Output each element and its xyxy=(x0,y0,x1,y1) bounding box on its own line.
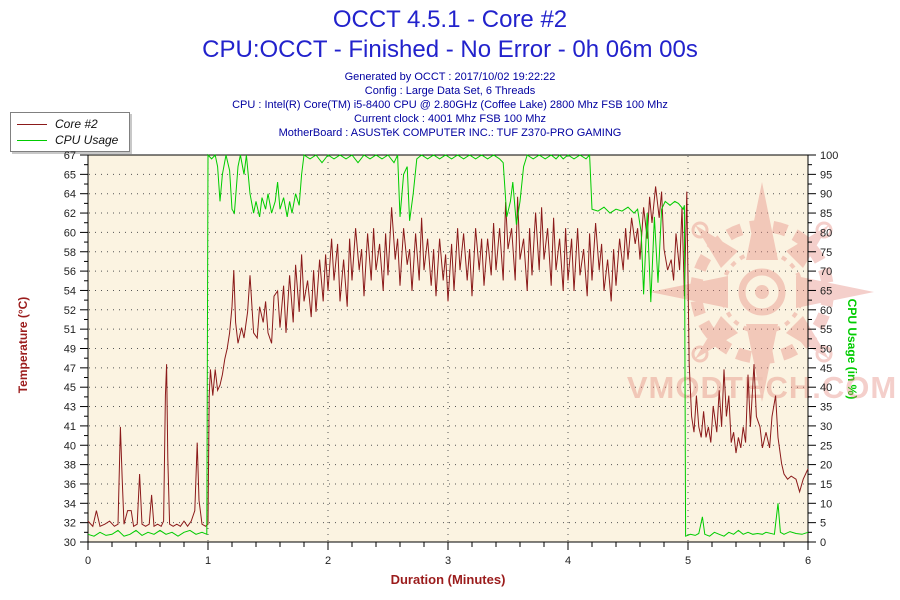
series-line-cpu-usage xyxy=(87,153,809,537)
right-tick-label: 10 xyxy=(820,498,832,510)
left-tick-label: 38 xyxy=(64,460,76,472)
left-tick-label: 45 xyxy=(64,382,76,394)
left-tick-label: 65 xyxy=(64,169,76,181)
info-generated-by: Generated by OCCT : 2017/10/02 19:22:22 xyxy=(344,71,556,83)
test-status-title: CPU:OCCT - Finished - No Error - 0h 06m … xyxy=(202,36,698,63)
x-tick-label: 3 xyxy=(445,555,451,567)
right-tick-label: 5 xyxy=(820,518,826,530)
info-config: Config : Large Data Set, 6 Threads xyxy=(364,85,536,97)
right-tick-label: 95 xyxy=(820,169,832,181)
core2-line-swatch xyxy=(17,123,47,125)
right-tick-label: 60 xyxy=(820,305,832,317)
x-tick-label: 4 xyxy=(565,555,571,567)
watermark: VMODTECH.COM xyxy=(627,182,897,405)
info-current-clock: Current clock : 4001 Mhz FSB 100 Mhz xyxy=(354,113,546,125)
right-tick-label: 45 xyxy=(820,363,832,375)
right-tick-label: 20 xyxy=(820,460,832,472)
right-tick-label: 90 xyxy=(820,189,832,201)
info-motherboard: MotherBoard : ASUSTeK COMPUTER INC.: TUF… xyxy=(278,127,622,139)
right-tick-label: 80 xyxy=(820,227,832,239)
left-tick-label: 43 xyxy=(64,402,76,414)
right-tick-label: 50 xyxy=(820,344,832,356)
right-tick-label: 40 xyxy=(820,382,832,394)
right-tick-label: 0 xyxy=(820,537,826,549)
left-tick-label: 58 xyxy=(64,247,76,259)
legend-item-cpu-usage: CPU Usage xyxy=(11,132,129,148)
right-tick-label: 15 xyxy=(820,479,832,491)
right-tick-label: 30 xyxy=(820,421,832,433)
left-tick-label: 51 xyxy=(64,324,76,336)
cpu-usage-line-swatch xyxy=(17,139,47,141)
system-info-block: Generated by OCCT : 2017/10/02 19:22:22 … xyxy=(0,70,900,140)
x-tick-label: 6 xyxy=(805,555,811,567)
right-tick-label: 55 xyxy=(820,324,832,336)
right-tick-label: 85 xyxy=(820,208,832,220)
left-tick-label: 56 xyxy=(64,266,76,278)
left-tick-label: 36 xyxy=(64,479,76,491)
left-tick-label: 60 xyxy=(64,227,76,239)
left-tick-label: 47 xyxy=(64,363,76,375)
watermark-sun-logo xyxy=(650,182,874,402)
right-tick-label: 25 xyxy=(820,440,832,452)
series-line-core-2 xyxy=(87,186,809,528)
x-tick-label: 5 xyxy=(685,555,691,567)
right-tick-label: 100 xyxy=(820,150,838,162)
page-title: OCCT 4.5.1 - Core #2 xyxy=(332,6,568,33)
x-axis-title: Duration (Minutes) xyxy=(390,572,506,587)
right-tick-label: 70 xyxy=(820,266,832,278)
right-tick-label: 65 xyxy=(820,285,832,297)
left-tick-label: 64 xyxy=(64,189,76,201)
left-tick-label: 41 xyxy=(64,421,76,433)
x-tick-label: 2 xyxy=(325,555,331,567)
left-tick-label: 54 xyxy=(64,285,76,297)
x-tick-label: 1 xyxy=(205,555,211,567)
left-tick-label: 40 xyxy=(64,440,76,452)
data-series xyxy=(87,153,809,537)
x-tick-label: 0 xyxy=(85,555,91,567)
left-tick-label: 30 xyxy=(64,537,76,549)
left-tick-label: 34 xyxy=(64,498,76,510)
legend-label-core2: Core #2 xyxy=(55,117,98,131)
left-tick-label: 32 xyxy=(64,518,76,530)
right-tick-label: 75 xyxy=(820,247,832,259)
left-tick-label: 49 xyxy=(64,344,76,356)
right-tick-label: 35 xyxy=(820,402,832,414)
legend-item-core2: Core #2 xyxy=(11,116,129,132)
legend: Core #2 CPU Usage xyxy=(10,112,130,152)
info-cpu: CPU : Intel(R) Core(TM) i5-8400 CPU @ 2.… xyxy=(232,99,668,111)
grid-lines xyxy=(89,156,807,541)
watermark-text: VMODTECH.COM xyxy=(627,370,897,405)
left-tick-label: 62 xyxy=(64,208,76,220)
left-tick-label: 52 xyxy=(64,305,76,317)
legend-label-cpu-usage: CPU Usage xyxy=(55,133,119,147)
left-tick-label: 67 xyxy=(64,150,76,162)
